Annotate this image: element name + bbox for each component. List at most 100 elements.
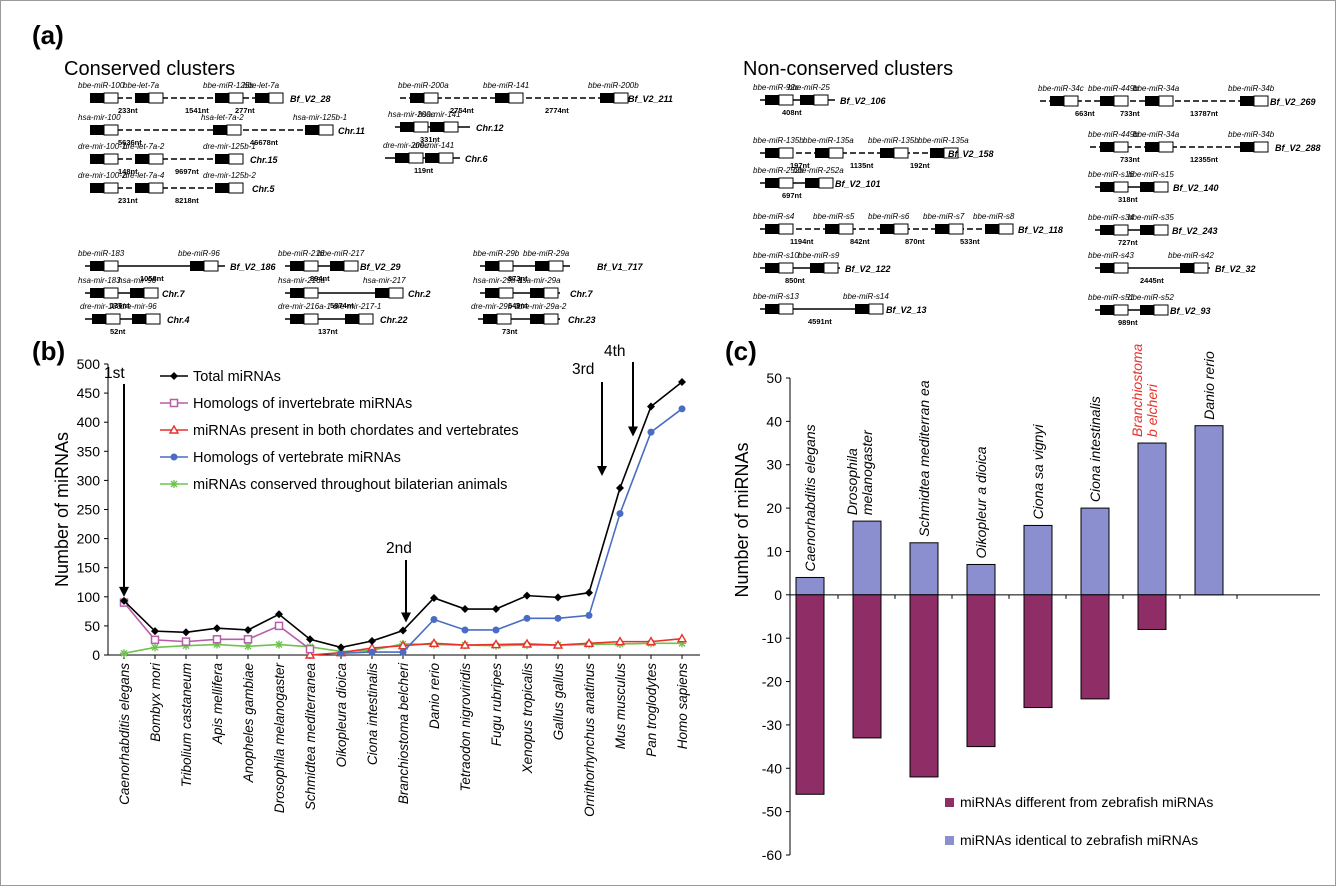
data-point xyxy=(492,626,500,634)
data-point xyxy=(461,626,469,634)
data-point xyxy=(647,402,655,411)
cluster-1: hsa-mir-100 hsa-let-7a-2 hsa-mir-125b-1 563… xyxy=(78,113,365,147)
gene-label: bbe-miR-34c xyxy=(1038,84,1084,93)
distance-label: 5874nt xyxy=(330,301,354,310)
hairpin-open xyxy=(1113,262,1129,274)
hairpin-open xyxy=(498,287,514,299)
hairpin-filled xyxy=(1145,96,1159,106)
data-point xyxy=(337,649,345,657)
chromosome-label: Bf_V2_158 xyxy=(948,149,994,159)
y-tick-label: 300 xyxy=(77,472,101,488)
data-point xyxy=(120,596,128,605)
category-label: Drosophilamelanogaster xyxy=(844,429,875,515)
gene-label: bbe-let-7a xyxy=(243,81,280,90)
distance-label: 13787nt xyxy=(1190,109,1218,118)
data-point xyxy=(678,378,686,387)
chromosome-label: Bf_V2_122 xyxy=(845,264,891,274)
chromosome-label: Bf_V1_717 xyxy=(597,262,644,272)
hairpin-filled xyxy=(130,288,144,298)
hairpin-filled xyxy=(1240,142,1254,152)
hairpin-filled xyxy=(800,95,814,105)
hairpin-filled xyxy=(1140,182,1154,192)
chromosome-label: Bf_V2_93 xyxy=(1170,306,1211,316)
x-tick-label: Homo sapiens xyxy=(675,663,690,750)
cluster-17: bbe-miR-135b bbe-miR-135a bbe-miR-135b bbe-… xyxy=(753,136,994,170)
distance-label: 408nt xyxy=(782,108,802,117)
y-tick-label: 0 xyxy=(92,647,100,663)
gene-label: hsa-mir-29a xyxy=(518,276,561,285)
chromosome-label: Chr.4 xyxy=(167,315,190,325)
x-tick-label: Oikopleura dioica xyxy=(334,663,349,768)
hairpin-filled xyxy=(765,263,779,273)
distance-label: 663nt xyxy=(1075,109,1095,118)
hairpin-open xyxy=(1113,181,1129,193)
cluster-4: bbe-miR-200a bbe-miR-141 bbe-miR-200b 2754n… xyxy=(398,81,673,115)
hairpin-open xyxy=(303,260,319,272)
gene-label: bbe-miR-135a xyxy=(803,136,854,145)
hairpin-open xyxy=(438,152,454,164)
y-tick-label: 50 xyxy=(84,618,100,634)
chromosome-label: Chr.5 xyxy=(252,184,276,194)
hairpin-open xyxy=(103,182,119,194)
chromosome-label: Bf_V2_29 xyxy=(360,262,401,272)
category-label-line: Schmidtea mediterran ea xyxy=(916,380,932,537)
chromosome-label: Chr.22 xyxy=(380,315,408,325)
gene-label: bbe-miR-200b xyxy=(588,81,639,90)
gene-label: bbe-miR-449b xyxy=(1088,130,1139,139)
data-point xyxy=(151,643,159,652)
chart-b: 0 50 100 150 200 250 300 350 400 450 500 Number of … xyxy=(52,343,700,817)
bar-different xyxy=(1023,594,1053,709)
gene-label: bbe-miR-252b xyxy=(753,166,804,175)
hairpin-open xyxy=(498,260,514,272)
hairpin-filled xyxy=(530,314,544,324)
distance-label: 2445nt xyxy=(1140,276,1164,285)
y-tick-label: 400 xyxy=(77,414,101,430)
gene-label: bbe-miR-135b xyxy=(868,136,919,145)
hairpin-open xyxy=(388,287,404,299)
hairpin-open xyxy=(145,313,161,325)
distance-label: 46678nt xyxy=(250,138,278,147)
distance-label: 119nt xyxy=(414,166,434,175)
category-label: Schmidtea mediterran ea xyxy=(916,380,932,537)
hairpin-filled xyxy=(215,183,229,193)
bar-different xyxy=(795,594,825,795)
y-tick-label: 10 xyxy=(766,543,782,559)
hairpin-open xyxy=(1153,224,1169,236)
hairpin-filled xyxy=(132,314,146,324)
hairpin-open xyxy=(893,147,909,159)
hairpin-filled xyxy=(135,183,149,193)
gene-label: hsa-mir-183 xyxy=(78,276,121,285)
star-stroke xyxy=(170,480,178,488)
hairpin-filled xyxy=(305,125,319,135)
distance-label: 1135nt xyxy=(850,161,874,170)
distance-label: 649nt xyxy=(508,301,528,310)
hairpin-filled xyxy=(1100,96,1114,106)
hairpin-open xyxy=(103,153,119,165)
cluster-12: dre-mir-216a-1 dre-mir-217-1 137nt Chr.22 xyxy=(278,302,408,336)
star-stroke xyxy=(120,649,128,657)
gene-label: bbe-miR-29b xyxy=(473,249,520,258)
y-tick-label: 50 xyxy=(766,370,782,386)
category-label: Ciona sa vignyi xyxy=(1030,424,1046,520)
distance-label: 873nt xyxy=(508,274,528,283)
legend-label: miRNAs identical to zebrafish miRNAs xyxy=(960,832,1198,848)
hairpin-open xyxy=(105,313,121,325)
chromosome-label: Bf_V2_211 xyxy=(628,94,673,104)
gene-label: hsa-let-7a-2 xyxy=(201,113,244,122)
hairpin-filled xyxy=(213,125,227,135)
bar-different xyxy=(1080,594,1110,700)
annotation-arrowhead xyxy=(628,426,638,437)
hairpin-filled xyxy=(815,148,829,158)
x-tick-label: Apis mellifera xyxy=(210,663,225,746)
chromosome-label: Chr.7 xyxy=(570,289,594,299)
hairpin-open xyxy=(103,92,119,104)
chromosome-label: Bf_V2_32 xyxy=(1215,264,1256,274)
hairpin-open xyxy=(148,153,164,165)
data-point xyxy=(459,639,471,649)
data-point xyxy=(306,635,314,644)
hairpin-filled xyxy=(90,261,104,271)
